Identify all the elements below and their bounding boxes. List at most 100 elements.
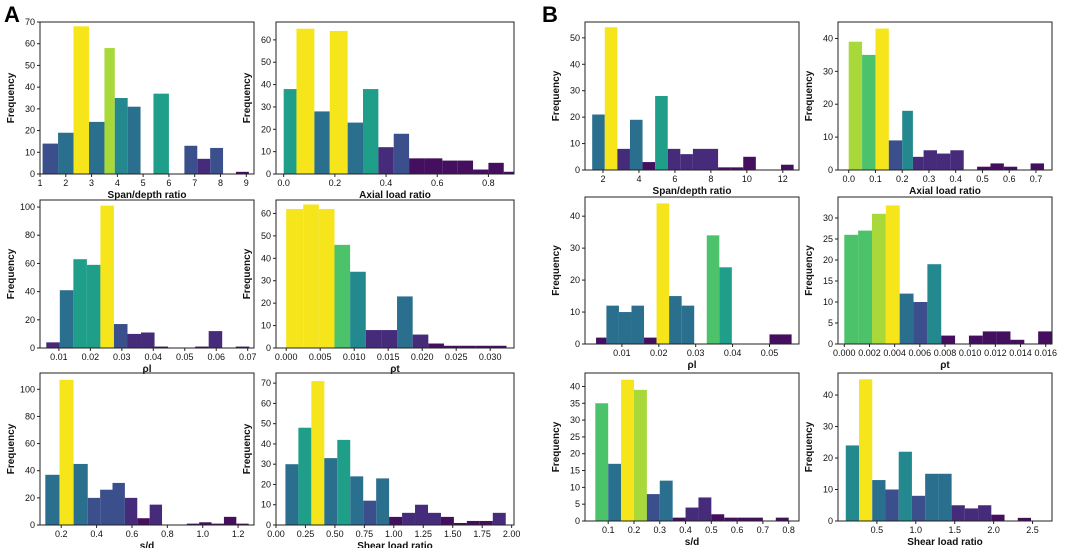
histogram-bar [488, 162, 504, 174]
histogram-bar [154, 346, 169, 348]
histogram-bar [595, 403, 609, 521]
histogram-bar [719, 267, 732, 344]
histogram-bar [329, 30, 348, 174]
histogram-bar [592, 114, 605, 170]
histogram-bar [141, 332, 155, 348]
histogram-4: 0.000 0.005 0.010 0.015 0.020 0.025 0.030 0 10 20… [242, 199, 515, 375]
y-tick-label: 40 [570, 211, 580, 221]
histogram-bar [479, 520, 493, 525]
histogram-bar [631, 305, 645, 344]
histogram-bar [412, 334, 429, 348]
histogram-bar [936, 153, 951, 170]
y-tick-label: 100 [20, 202, 35, 212]
histogram-bar [1003, 166, 1018, 170]
histogram-bar [440, 516, 454, 525]
x-tick-label: 0.6 [1003, 174, 1016, 184]
histogram-bar [324, 458, 338, 525]
x-tick-label: 3 [89, 178, 94, 188]
x-axis-label: Axial load ratio [909, 186, 981, 197]
x-tick-label: 0.8 [482, 178, 495, 188]
histogram-bar [409, 158, 425, 174]
plot-frame [837, 21, 1053, 171]
x-tick-label: 12 [778, 174, 788, 184]
histogram-bar [750, 517, 763, 521]
x-tick-label: 9 [244, 178, 249, 188]
x-tick-label: 0.02 [650, 348, 668, 358]
y-tick-label: 40 [823, 390, 833, 400]
y-tick-label: 60 [261, 208, 271, 218]
histogram-bar [149, 504, 163, 525]
x-tick-label: 0.25 [297, 529, 315, 539]
histogram-bar [629, 119, 643, 170]
x-tick-label: 0.008 [934, 348, 957, 358]
x-tick-label: 0.005 [309, 352, 332, 362]
y-axis-label: Frequency [6, 423, 17, 474]
y-tick-label: 60 [261, 398, 271, 408]
histogram-bar [473, 169, 489, 174]
histogram-bar [195, 346, 209, 348]
x-tick-label: 10 [742, 174, 752, 184]
histogram-bar [475, 345, 491, 348]
histogram-bar [859, 379, 873, 521]
histogram-6: 0.00 0.25 0.50 0.75 1.00 1.25 1.50 1.75 2.00 0 10 2… [242, 372, 520, 552]
y-tick-label: 20 [823, 99, 833, 109]
y-tick-label: 0 [575, 516, 580, 526]
x-tick-label: 1.5 [948, 525, 961, 535]
histogram-bar [858, 230, 872, 344]
histogram-bar [618, 312, 632, 344]
y-tick-label: 20 [823, 453, 833, 463]
histogram-bar [46, 342, 60, 348]
y-tick-label: 80 [25, 230, 35, 240]
histogram-bar [608, 463, 622, 521]
y-tick-label: 30 [570, 243, 580, 253]
y-axis-label: Frequency [551, 421, 562, 472]
x-tick-label: 1.2 [232, 529, 245, 539]
y-tick-label: 10 [261, 500, 271, 510]
plot-frame [584, 196, 800, 345]
x-tick-label: 0.4 [949, 174, 962, 184]
y-tick-label: 0 [266, 169, 271, 179]
histogram-bar [885, 205, 900, 344]
x-axis-label: Axial load ratio [359, 190, 431, 201]
y-tick-label: 30 [570, 415, 580, 425]
histogram-bar [114, 98, 128, 174]
x-tick-label: 0.07 [239, 352, 257, 362]
x-tick-label: 4 [636, 174, 641, 184]
y-tick-label: 40 [823, 33, 833, 43]
y-axis-label: Frequency [242, 72, 253, 123]
y-tick-label: 30 [261, 102, 271, 112]
y-tick-label: 80 [25, 411, 35, 421]
y-axis-label: Frequency [804, 245, 815, 296]
histogram-bar [428, 343, 444, 348]
histogram-bar [397, 296, 413, 348]
histogram-bar [1030, 163, 1044, 170]
histogram-bar [45, 474, 60, 525]
x-tick-label: 0.016 [1034, 348, 1057, 358]
histogram-bar [938, 473, 952, 521]
x-tick-label: 0.006 [909, 348, 932, 358]
histogram-bar [888, 140, 903, 170]
histogram-bar [978, 505, 992, 521]
y-tick-label: 70 [25, 17, 35, 27]
histogram-bar [685, 507, 699, 521]
y-tick-label: 20 [261, 298, 271, 308]
y-tick-label: 0 [30, 520, 35, 530]
histogram-bar [42, 143, 59, 174]
histogram-bar [706, 235, 720, 344]
histogram-bar [977, 166, 991, 170]
histogram-bar [737, 517, 751, 521]
x-tick-label: 0.2 [896, 174, 909, 184]
histogram-bar [718, 167, 731, 170]
plot-frame [275, 21, 515, 175]
histogram-bar [104, 48, 115, 175]
histogram-11: 0.1 0.2 0.3 0.4 0.5 0.6 0.7 0.8 0 5 10 15 20 25 30 35 40… [551, 372, 800, 548]
histogram-bar [606, 305, 619, 344]
x-tick-label: 0.002 [858, 348, 881, 358]
histogram-bar [208, 331, 223, 348]
y-tick-label: 5 [575, 499, 580, 509]
x-tick-label: 0.1 [869, 174, 882, 184]
y-axis-label: Frequency [242, 248, 253, 299]
x-axis-label: s/d [140, 541, 154, 548]
histogram-bar [667, 148, 681, 170]
